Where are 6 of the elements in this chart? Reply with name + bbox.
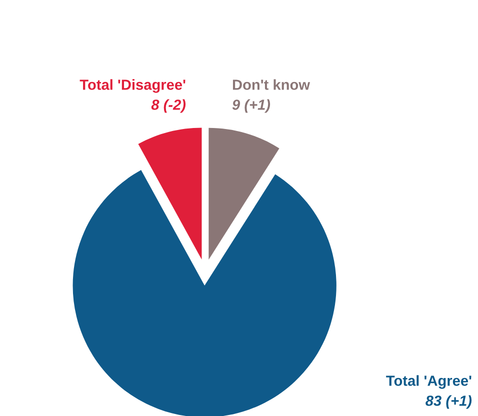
slice-label: Total 'Agree': [386, 375, 472, 389]
slice-label: Total 'Disagree': [80, 79, 186, 93]
data-label: 9 (+1): [232, 99, 270, 113]
data-label: 8 (-2): [151, 99, 186, 113]
data-label: 83 (+1): [426, 395, 472, 409]
slice-label: Don't know: [232, 79, 310, 90]
